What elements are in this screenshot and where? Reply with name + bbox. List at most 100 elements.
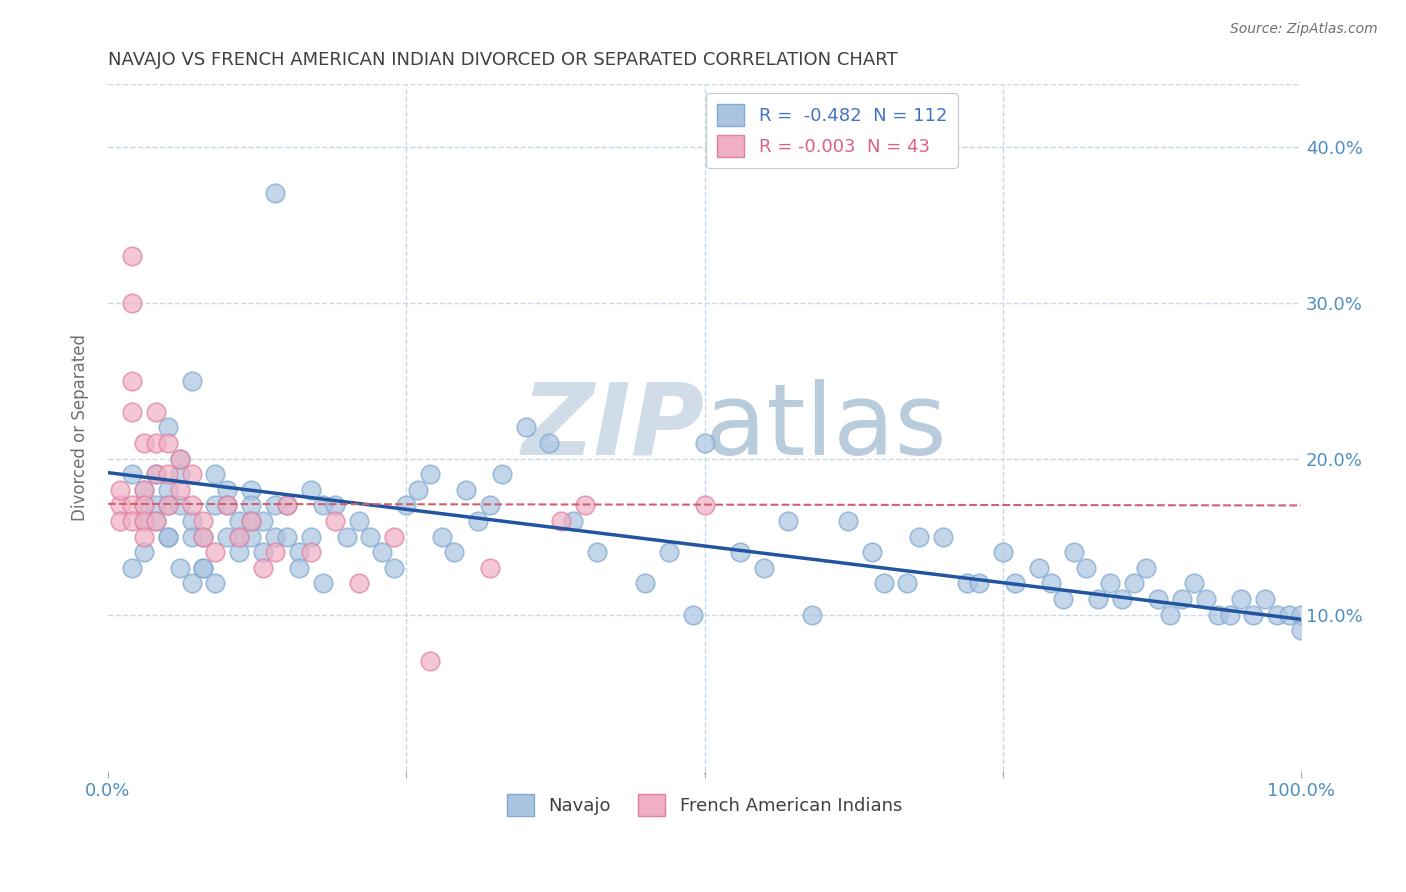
Point [217, 499, 239, 513]
Point [240, 483, 263, 497]
Point [406, 483, 429, 497]
Point [1289, 624, 1312, 638]
Point [299, 545, 322, 559]
Point [312, 576, 335, 591]
Point [169, 561, 191, 575]
Point [121, 499, 143, 513]
Point [991, 545, 1014, 559]
Point [419, 655, 441, 669]
Point [347, 576, 370, 591]
Point [193, 561, 215, 575]
Text: NAVAJO VS FRENCH AMERICAN INDIAN DIVORCED OR SEPARATED CORRELATION CHART: NAVAJO VS FRENCH AMERICAN INDIAN DIVORCE… [108, 51, 897, 69]
Point [1135, 561, 1157, 575]
Point [1028, 561, 1050, 575]
Point [204, 576, 226, 591]
Point [299, 530, 322, 544]
Point [967, 576, 990, 591]
Point [454, 483, 477, 497]
Point [837, 514, 859, 528]
Point [467, 514, 489, 528]
Point [896, 576, 918, 591]
Point [240, 514, 263, 528]
Point [228, 545, 250, 559]
Point [252, 561, 274, 575]
Point [169, 483, 191, 497]
Point [204, 499, 226, 513]
Point [132, 514, 155, 528]
Point [1289, 607, 1312, 622]
Point [382, 530, 405, 544]
Point [574, 499, 596, 513]
Point [145, 514, 167, 528]
Point [156, 499, 179, 513]
Point [288, 545, 311, 559]
Point [132, 514, 155, 528]
Point [145, 436, 167, 450]
Point [132, 530, 155, 544]
Point [169, 499, 191, 513]
Point [204, 467, 226, 482]
Point [1052, 592, 1074, 607]
Point [217, 530, 239, 544]
Point [778, 514, 800, 528]
Point [228, 530, 250, 544]
Point [180, 530, 202, 544]
Point [252, 514, 274, 528]
Point [180, 467, 202, 482]
Point [562, 514, 585, 528]
Point [872, 576, 894, 591]
Point [228, 514, 250, 528]
Point [193, 561, 215, 575]
Point [1111, 592, 1133, 607]
Point [956, 576, 979, 591]
Point [1076, 561, 1098, 575]
Point [217, 499, 239, 513]
Point [132, 545, 155, 559]
Point [121, 467, 143, 482]
Point [193, 530, 215, 544]
Point [693, 436, 716, 450]
Point [1241, 607, 1264, 622]
Point [217, 483, 239, 497]
Point [754, 561, 776, 575]
Point [323, 499, 346, 513]
Point [360, 530, 382, 544]
Point [156, 530, 179, 544]
Point [145, 405, 167, 419]
Point [634, 576, 657, 591]
Point [108, 499, 131, 513]
Point [371, 545, 394, 559]
Point [1219, 607, 1241, 622]
Point [156, 530, 179, 544]
Point [299, 483, 322, 497]
Point [180, 576, 202, 591]
Point [121, 514, 143, 528]
Point [491, 467, 513, 482]
Point [264, 186, 287, 201]
Point [1123, 576, 1146, 591]
Point [108, 514, 131, 528]
Point [347, 514, 370, 528]
Y-axis label: Divorced or Separated: Divorced or Separated [72, 334, 89, 521]
Point [800, 607, 823, 622]
Point [228, 530, 250, 544]
Point [1004, 576, 1026, 591]
Text: ZIP: ZIP [522, 379, 704, 476]
Point [132, 499, 155, 513]
Point [730, 545, 752, 559]
Point [132, 483, 155, 497]
Point [1159, 607, 1181, 622]
Point [682, 607, 704, 622]
Point [288, 561, 311, 575]
Point [276, 499, 298, 513]
Point [515, 420, 537, 434]
Point [1254, 592, 1277, 607]
Point [550, 514, 572, 528]
Point [121, 405, 143, 419]
Point [156, 499, 179, 513]
Point [478, 561, 501, 575]
Point [336, 530, 359, 544]
Point [908, 530, 931, 544]
Point [145, 499, 167, 513]
Point [1195, 592, 1218, 607]
